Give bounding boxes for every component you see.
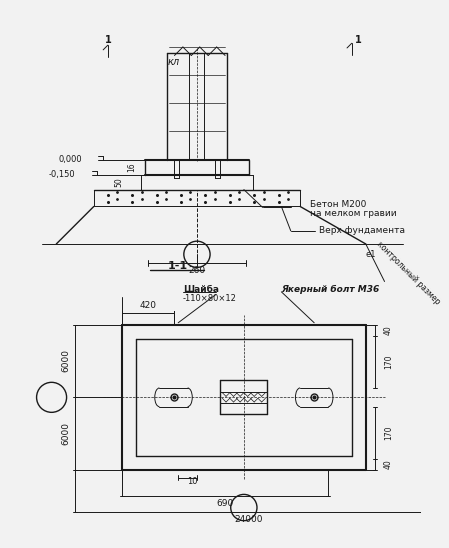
- Text: e1: e1: [366, 250, 376, 259]
- Text: контрольный размер: контрольный размер: [375, 239, 442, 306]
- Text: 6000: 6000: [61, 422, 70, 445]
- Text: -110×80×12: -110×80×12: [183, 294, 237, 303]
- Text: 10: 10: [187, 477, 198, 486]
- Text: 40: 40: [384, 326, 393, 335]
- Text: 260: 260: [189, 266, 206, 275]
- Text: на мелком гравии: на мелком гравии: [309, 209, 396, 219]
- Text: кл: кл: [167, 57, 180, 67]
- Text: 6000: 6000: [61, 350, 70, 373]
- Text: Якерный болт М36: Якерный болт М36: [282, 284, 379, 294]
- Text: 1-1: 1-1: [168, 261, 188, 271]
- Text: 0,000: 0,000: [59, 155, 83, 164]
- Text: 40: 40: [384, 460, 393, 469]
- Text: 170: 170: [384, 425, 393, 440]
- Text: 690: 690: [216, 499, 234, 509]
- Text: Верх фундамента: Верх фундамента: [319, 226, 405, 235]
- Text: 420: 420: [139, 301, 156, 310]
- Text: 1: 1: [355, 35, 361, 44]
- Text: 50: 50: [114, 177, 123, 187]
- Text: Шайба: Шайба: [183, 284, 219, 294]
- Text: -0,150: -0,150: [48, 170, 75, 179]
- Text: Бетон М200: Бетон М200: [309, 200, 366, 209]
- Text: 24000: 24000: [234, 515, 263, 524]
- Text: 1: 1: [105, 35, 111, 44]
- Text: 170: 170: [384, 355, 393, 369]
- Text: 16: 16: [127, 162, 136, 172]
